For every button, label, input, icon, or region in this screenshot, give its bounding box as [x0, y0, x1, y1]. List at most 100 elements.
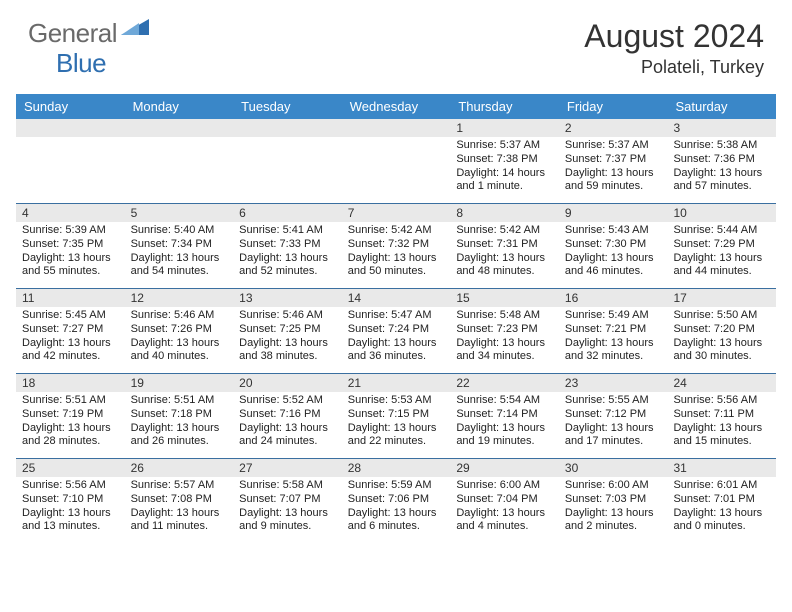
daylight-line: Daylight: 13 hours and 6 minutes. [348, 507, 445, 535]
day-details: Sunrise: 5:57 AMSunset: 7:08 PMDaylight:… [125, 477, 234, 538]
daylight-line: Daylight: 13 hours and 44 minutes. [673, 252, 770, 280]
sunset-line: Sunset: 7:18 PM [131, 408, 228, 422]
day-details: Sunrise: 5:59 AMSunset: 7:06 PMDaylight:… [342, 477, 451, 538]
day-cell: 30Sunrise: 6:00 AMSunset: 7:03 PMDayligh… [559, 459, 668, 543]
day-number: 22 [450, 374, 559, 392]
day-number: 9 [559, 204, 668, 222]
day-details: Sunrise: 5:43 AMSunset: 7:30 PMDaylight:… [559, 222, 668, 283]
sunset-line: Sunset: 7:29 PM [673, 238, 770, 252]
day-number: 4 [16, 204, 125, 222]
sunset-line: Sunset: 7:27 PM [22, 323, 119, 337]
sunrise-line: Sunrise: 5:37 AM [456, 139, 553, 153]
day-number: 21 [342, 374, 451, 392]
day-number: 28 [342, 459, 451, 477]
sunrise-line: Sunrise: 5:45 AM [22, 309, 119, 323]
daylight-line: Daylight: 13 hours and 57 minutes. [673, 167, 770, 195]
day-details: Sunrise: 5:44 AMSunset: 7:29 PMDaylight:… [667, 222, 776, 283]
day-details: Sunrise: 5:55 AMSunset: 7:12 PMDaylight:… [559, 392, 668, 453]
daylight-line: Daylight: 13 hours and 2 minutes. [565, 507, 662, 535]
sunrise-line: Sunrise: 5:43 AM [565, 224, 662, 238]
day-number [16, 119, 125, 137]
day-cell: 22Sunrise: 5:54 AMSunset: 7:14 PMDayligh… [450, 374, 559, 458]
day-cell: 31Sunrise: 6:01 AMSunset: 7:01 PMDayligh… [667, 459, 776, 543]
sunset-line: Sunset: 7:15 PM [348, 408, 445, 422]
sunset-line: Sunset: 7:20 PM [673, 323, 770, 337]
sunset-line: Sunset: 7:24 PM [348, 323, 445, 337]
daylight-line: Daylight: 14 hours and 1 minute. [456, 167, 553, 195]
sunrise-line: Sunrise: 5:51 AM [22, 394, 119, 408]
weekday-header: Friday [559, 94, 668, 119]
day-cell [342, 119, 451, 203]
day-cell: 24Sunrise: 5:56 AMSunset: 7:11 PMDayligh… [667, 374, 776, 458]
sunset-line: Sunset: 7:08 PM [131, 493, 228, 507]
daylight-line: Daylight: 13 hours and 0 minutes. [673, 507, 770, 535]
day-number: 11 [16, 289, 125, 307]
daylight-line: Daylight: 13 hours and 55 minutes. [22, 252, 119, 280]
day-details: Sunrise: 5:45 AMSunset: 7:27 PMDaylight:… [16, 307, 125, 368]
weekday-header: Tuesday [233, 94, 342, 119]
sunrise-line: Sunrise: 6:01 AM [673, 479, 770, 493]
day-details: Sunrise: 5:42 AMSunset: 7:32 PMDaylight:… [342, 222, 451, 283]
day-number: 3 [667, 119, 776, 137]
daylight-line: Daylight: 13 hours and 52 minutes. [239, 252, 336, 280]
day-number: 31 [667, 459, 776, 477]
sunset-line: Sunset: 7:35 PM [22, 238, 119, 252]
daylight-line: Daylight: 13 hours and 36 minutes. [348, 337, 445, 365]
daylight-line: Daylight: 13 hours and 54 minutes. [131, 252, 228, 280]
daylight-line: Daylight: 13 hours and 13 minutes. [22, 507, 119, 535]
day-number: 30 [559, 459, 668, 477]
day-number: 1 [450, 119, 559, 137]
daylight-line: Daylight: 13 hours and 17 minutes. [565, 422, 662, 450]
day-cell: 2Sunrise: 5:37 AMSunset: 7:37 PMDaylight… [559, 119, 668, 203]
sunrise-line: Sunrise: 5:37 AM [565, 139, 662, 153]
sunrise-line: Sunrise: 5:46 AM [239, 309, 336, 323]
day-cell: 9Sunrise: 5:43 AMSunset: 7:30 PMDaylight… [559, 204, 668, 288]
brand-text-blue: Blue [56, 48, 106, 78]
day-number: 2 [559, 119, 668, 137]
day-cell: 11Sunrise: 5:45 AMSunset: 7:27 PMDayligh… [16, 289, 125, 373]
day-cell [233, 119, 342, 203]
sunrise-line: Sunrise: 5:50 AM [673, 309, 770, 323]
daylight-line: Daylight: 13 hours and 50 minutes. [348, 252, 445, 280]
day-details: Sunrise: 5:42 AMSunset: 7:31 PMDaylight:… [450, 222, 559, 283]
sunrise-line: Sunrise: 5:46 AM [131, 309, 228, 323]
sunrise-line: Sunrise: 5:47 AM [348, 309, 445, 323]
day-details: Sunrise: 6:01 AMSunset: 7:01 PMDaylight:… [667, 477, 776, 538]
sunrise-line: Sunrise: 5:38 AM [673, 139, 770, 153]
day-details: Sunrise: 5:39 AMSunset: 7:35 PMDaylight:… [16, 222, 125, 283]
brand-text-blue-wrap: Blue [28, 48, 106, 79]
day-number: 17 [667, 289, 776, 307]
sunrise-line: Sunrise: 5:41 AM [239, 224, 336, 238]
sunset-line: Sunset: 7:32 PM [348, 238, 445, 252]
daylight-line: Daylight: 13 hours and 9 minutes. [239, 507, 336, 535]
daylight-line: Daylight: 13 hours and 38 minutes. [239, 337, 336, 365]
daylight-line: Daylight: 13 hours and 28 minutes. [22, 422, 119, 450]
day-details: Sunrise: 5:38 AMSunset: 7:36 PMDaylight:… [667, 137, 776, 198]
sunrise-line: Sunrise: 5:58 AM [239, 479, 336, 493]
title-block: August 2024 Polateli, Turkey [584, 18, 764, 78]
sunrise-line: Sunrise: 5:56 AM [673, 394, 770, 408]
day-number: 16 [559, 289, 668, 307]
day-cell: 4Sunrise: 5:39 AMSunset: 7:35 PMDaylight… [16, 204, 125, 288]
sunset-line: Sunset: 7:23 PM [456, 323, 553, 337]
calendar: SundayMondayTuesdayWednesdayThursdayFrid… [16, 94, 776, 543]
sunrise-line: Sunrise: 5:51 AM [131, 394, 228, 408]
daylight-line: Daylight: 13 hours and 19 minutes. [456, 422, 553, 450]
day-details: Sunrise: 5:53 AMSunset: 7:15 PMDaylight:… [342, 392, 451, 453]
sunrise-line: Sunrise: 6:00 AM [456, 479, 553, 493]
day-details: Sunrise: 5:51 AMSunset: 7:18 PMDaylight:… [125, 392, 234, 453]
sunset-line: Sunset: 7:37 PM [565, 153, 662, 167]
daylight-line: Daylight: 13 hours and 40 minutes. [131, 337, 228, 365]
sunrise-line: Sunrise: 5:39 AM [22, 224, 119, 238]
day-cell: 6Sunrise: 5:41 AMSunset: 7:33 PMDaylight… [233, 204, 342, 288]
day-cell: 25Sunrise: 5:56 AMSunset: 7:10 PMDayligh… [16, 459, 125, 543]
day-number: 26 [125, 459, 234, 477]
sunrise-line: Sunrise: 5:44 AM [673, 224, 770, 238]
day-details: Sunrise: 5:51 AMSunset: 7:19 PMDaylight:… [16, 392, 125, 453]
sunrise-line: Sunrise: 5:53 AM [348, 394, 445, 408]
day-cell: 10Sunrise: 5:44 AMSunset: 7:29 PMDayligh… [667, 204, 776, 288]
weeks-container: 1Sunrise: 5:37 AMSunset: 7:38 PMDaylight… [16, 119, 776, 543]
day-cell: 18Sunrise: 5:51 AMSunset: 7:19 PMDayligh… [16, 374, 125, 458]
day-number: 23 [559, 374, 668, 392]
sunset-line: Sunset: 7:36 PM [673, 153, 770, 167]
